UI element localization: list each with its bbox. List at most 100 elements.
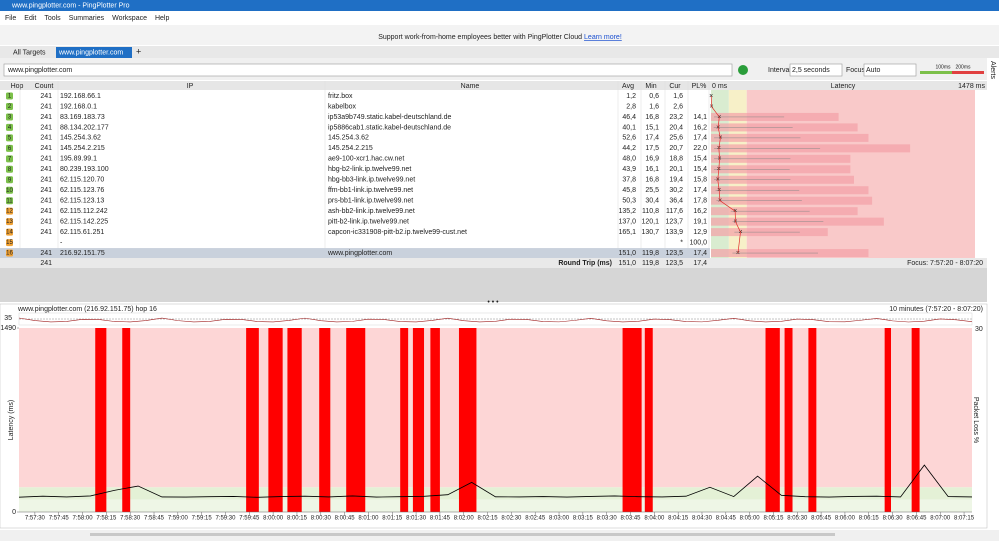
count: 241: [40, 103, 52, 110]
x-tick-label: 8:07:15: [954, 516, 975, 522]
column-header: Min: [645, 83, 656, 90]
ip: 195.89.99.1: [60, 156, 97, 163]
hop: 10: [6, 188, 13, 194]
x-tick-label: 7:59:00: [168, 516, 189, 522]
ip: 62.115.120.70: [60, 177, 104, 184]
hop-badge: [6, 197, 13, 205]
cell-avg: 165,1: [618, 229, 636, 236]
cell-cur: 30,2: [669, 187, 683, 194]
focus-value: Auto: [866, 67, 881, 74]
hop: 11: [6, 198, 13, 204]
avg-marker: ×: [736, 250, 740, 257]
summary-avg: 151,0: [618, 260, 636, 267]
x-tick-label: 8:02:45: [525, 516, 546, 522]
x-tick-label: 7:58:15: [96, 516, 117, 522]
x-tick-label: 8:00:15: [287, 516, 308, 522]
cell-avg: 50,3: [622, 198, 636, 205]
count: 241: [40, 166, 52, 173]
name: 145.254.2.215: [328, 145, 373, 152]
target-input[interactable]: [3, 63, 733, 77]
tab[interactable]: All Targets: [13, 49, 46, 56]
cell-avg: 46,4: [622, 114, 636, 121]
alerts-tab[interactable]: Alerts: [989, 61, 996, 79]
x-tick-label: 8:03:45: [620, 516, 641, 522]
hop-badge: [6, 155, 13, 163]
banner-link[interactable]: Learn more!: [584, 34, 622, 41]
hop-badge: [6, 123, 13, 131]
name: www.pingplotter.com: [327, 250, 392, 257]
graph-max: 1478 ms: [958, 83, 985, 90]
cell-cur: 123,5: [665, 250, 683, 257]
hop: 14: [6, 230, 13, 236]
menu-item[interactable]: Edit: [24, 15, 36, 22]
x-tick-label: 8:03:30: [597, 516, 618, 522]
scroll-thumb[interactable]: [90, 533, 835, 536]
avg-line: [710, 95, 741, 254]
active-tab[interactable]: [56, 47, 132, 58]
hop-badge: [6, 113, 13, 121]
cell-avg: 48,0: [622, 156, 636, 163]
count: 241: [40, 208, 52, 215]
count: 241: [40, 124, 52, 131]
ip: 145.254.3.62: [60, 135, 101, 142]
packet-loss: [287, 328, 302, 512]
x-tick-label: 8:06:15: [859, 516, 880, 522]
focus-select[interactable]: [863, 63, 917, 77]
ip: 145.254.2.215: [60, 145, 105, 152]
menu-item[interactable]: Help: [155, 15, 170, 22]
hop: 5: [8, 135, 12, 141]
cell-min: 16,8: [645, 114, 659, 121]
menu-item[interactable]: Summaries: [69, 15, 105, 22]
cell-pl: 19,1: [693, 218, 707, 225]
x-tick-label: 7:58:00: [73, 516, 94, 522]
hop: 7: [8, 156, 12, 162]
hop: 13: [6, 219, 13, 225]
new-tab[interactable]: +: [136, 46, 141, 56]
cell-min: 16,1: [645, 166, 659, 173]
zone-good: [19, 499, 972, 512]
cell-min: 120,1: [641, 218, 659, 225]
count: 241: [40, 218, 52, 225]
packet-loss: [884, 328, 891, 512]
splitter[interactable]: • • •: [487, 299, 499, 306]
ip: 83.169.183.73: [60, 114, 105, 121]
target-text: www.pingplotter.com: [7, 67, 72, 74]
start-button[interactable]: [738, 65, 748, 75]
zone-bad: [19, 328, 972, 488]
cell-avg: 2,8: [626, 103, 636, 110]
count: 241: [40, 187, 52, 194]
zone-warn: [728, 90, 747, 258]
hop-badge: [6, 186, 13, 194]
x-tick-label: 8:01:45: [430, 516, 451, 522]
x-tick-label: 8:01:15: [382, 516, 403, 522]
tab-strip: [0, 46, 999, 58]
cell-cur: *: [680, 239, 683, 246]
cell-pl: 17,8: [693, 198, 707, 205]
summary-label: Round Trip (ms): [558, 260, 612, 267]
cell-pl: 12,9: [693, 229, 707, 236]
ip: 192.168.66.1: [60, 93, 101, 100]
x-tick-label: 8:02:30: [501, 516, 522, 522]
y2-axis-label: Packet Loss %: [972, 397, 979, 443]
summary-count: 241: [40, 260, 52, 267]
cell-cur: 19,4: [669, 177, 683, 184]
count: 241: [40, 177, 52, 184]
cell-cur: 36,4: [669, 198, 683, 205]
hop-badge: [6, 207, 13, 215]
x-tick-label: 8:06:45: [906, 516, 927, 522]
menu-item[interactable]: File: [5, 15, 16, 22]
x-tick-label: 8:06:00: [835, 516, 856, 522]
column-header: Avg: [622, 83, 634, 90]
menu-item[interactable]: Tools: [44, 15, 61, 22]
latency-line: [18, 464, 973, 498]
count: 241: [40, 135, 52, 142]
ip: 192.168.0.1: [60, 103, 97, 110]
x-tick-label: 8:00:00: [263, 516, 284, 522]
interval-select[interactable]: [789, 63, 843, 77]
tab[interactable]: www.pingplotter.com: [58, 49, 123, 56]
menu-item[interactable]: Workspace: [112, 15, 147, 22]
x-tick-label: 8:02:00: [454, 516, 475, 522]
interval-label: Interval: [768, 67, 791, 74]
